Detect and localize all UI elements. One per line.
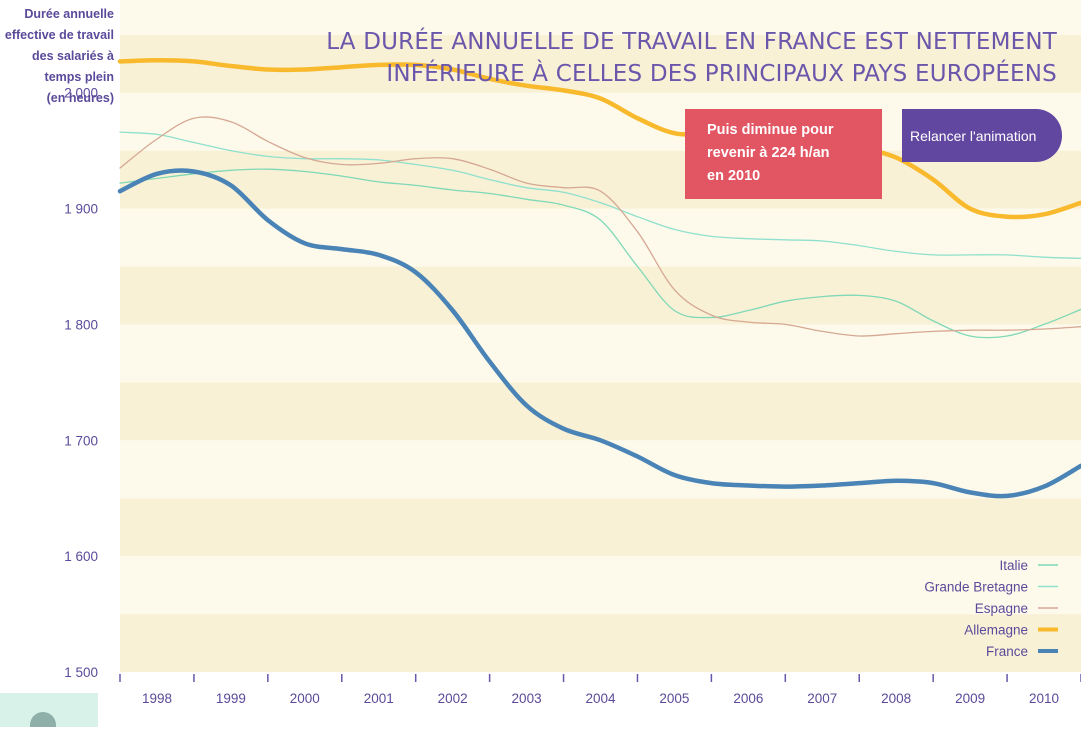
y-axis-title-line: Durée annuelle [24,7,114,21]
x-tick-label: 2008 [881,691,911,706]
callout-line: Puis diminue pour [707,122,834,138]
chart-title-line: LA DURÉE ANNUELLE DE TRAVAIL EN FRANCE E… [326,29,1057,55]
background-band [120,208,1081,267]
legend-label: France [986,644,1028,659]
callout-box: Puis diminue pour revenir à 224 h/an en … [685,109,882,199]
y-tick-label: 1 700 [64,433,98,448]
background-band [120,324,1081,383]
y-tick-label: 1 900 [64,202,98,217]
chart-title: LA DURÉE ANNUELLE DE TRAVAIL EN FRANCE E… [326,26,1057,90]
y-tick-label: 1 800 [64,317,98,332]
series-line-allemagne [117,57,1081,220]
background-band [120,382,1081,441]
series-line-grande-bretagne [119,131,1081,260]
background-band [120,440,1081,499]
x-tick-label: 2004 [585,691,616,706]
x-tick-label: 2001 [364,691,394,706]
y-tick-label: 1 500 [64,665,98,680]
y-tick-label: 1 600 [64,549,98,564]
x-tick-label: 2003 [512,691,542,706]
series-line-france [117,168,1081,499]
y-axis-title: Durée annuelle effective de travail des … [0,4,114,109]
callout-line: revenir à 224 h/an [707,145,830,161]
background-band [120,498,1081,557]
series-line-espagne [119,116,1081,337]
y-tick-label: 2 000 [64,86,98,101]
x-tick-label: 2000 [290,691,320,706]
y-axis-title-line: temps plein [44,70,114,84]
x-tick-label: 2010 [1029,691,1059,706]
x-tick-label: 1998 [142,691,172,706]
legend-label: Allemagne [964,623,1028,638]
background-band [120,614,1081,672]
chart-title-line: INFÉRIEURE À CELLES DES PRINCIPAUX PAYS … [386,61,1057,87]
legend-label: Grande Bretagne [924,580,1028,595]
x-tick-label: 2009 [955,691,985,706]
bird-icon [30,712,56,727]
replay-animation-button[interactable]: Relancer l'animation [902,109,1062,162]
x-tick-label: 2005 [659,691,689,706]
legend-label: Italie [999,558,1028,573]
x-tick-label: 2002 [438,691,468,706]
x-tick-label: 2007 [807,691,837,706]
x-tick-label: 2006 [733,691,763,706]
series-line-italie [119,168,1081,339]
callout-line: en 2010 [707,168,761,184]
y-axis-title-line: des salariés à [31,49,114,63]
background-band [120,266,1081,325]
y-axis-title-line: (en heures) [46,91,114,105]
background-band [120,34,1081,93]
x-tick-label: 1999 [216,691,246,706]
legend-label: Espagne [975,601,1028,616]
y-axis-title-line: effective de travail [4,28,114,42]
background-band [120,0,1081,35]
background-band [120,556,1081,615]
